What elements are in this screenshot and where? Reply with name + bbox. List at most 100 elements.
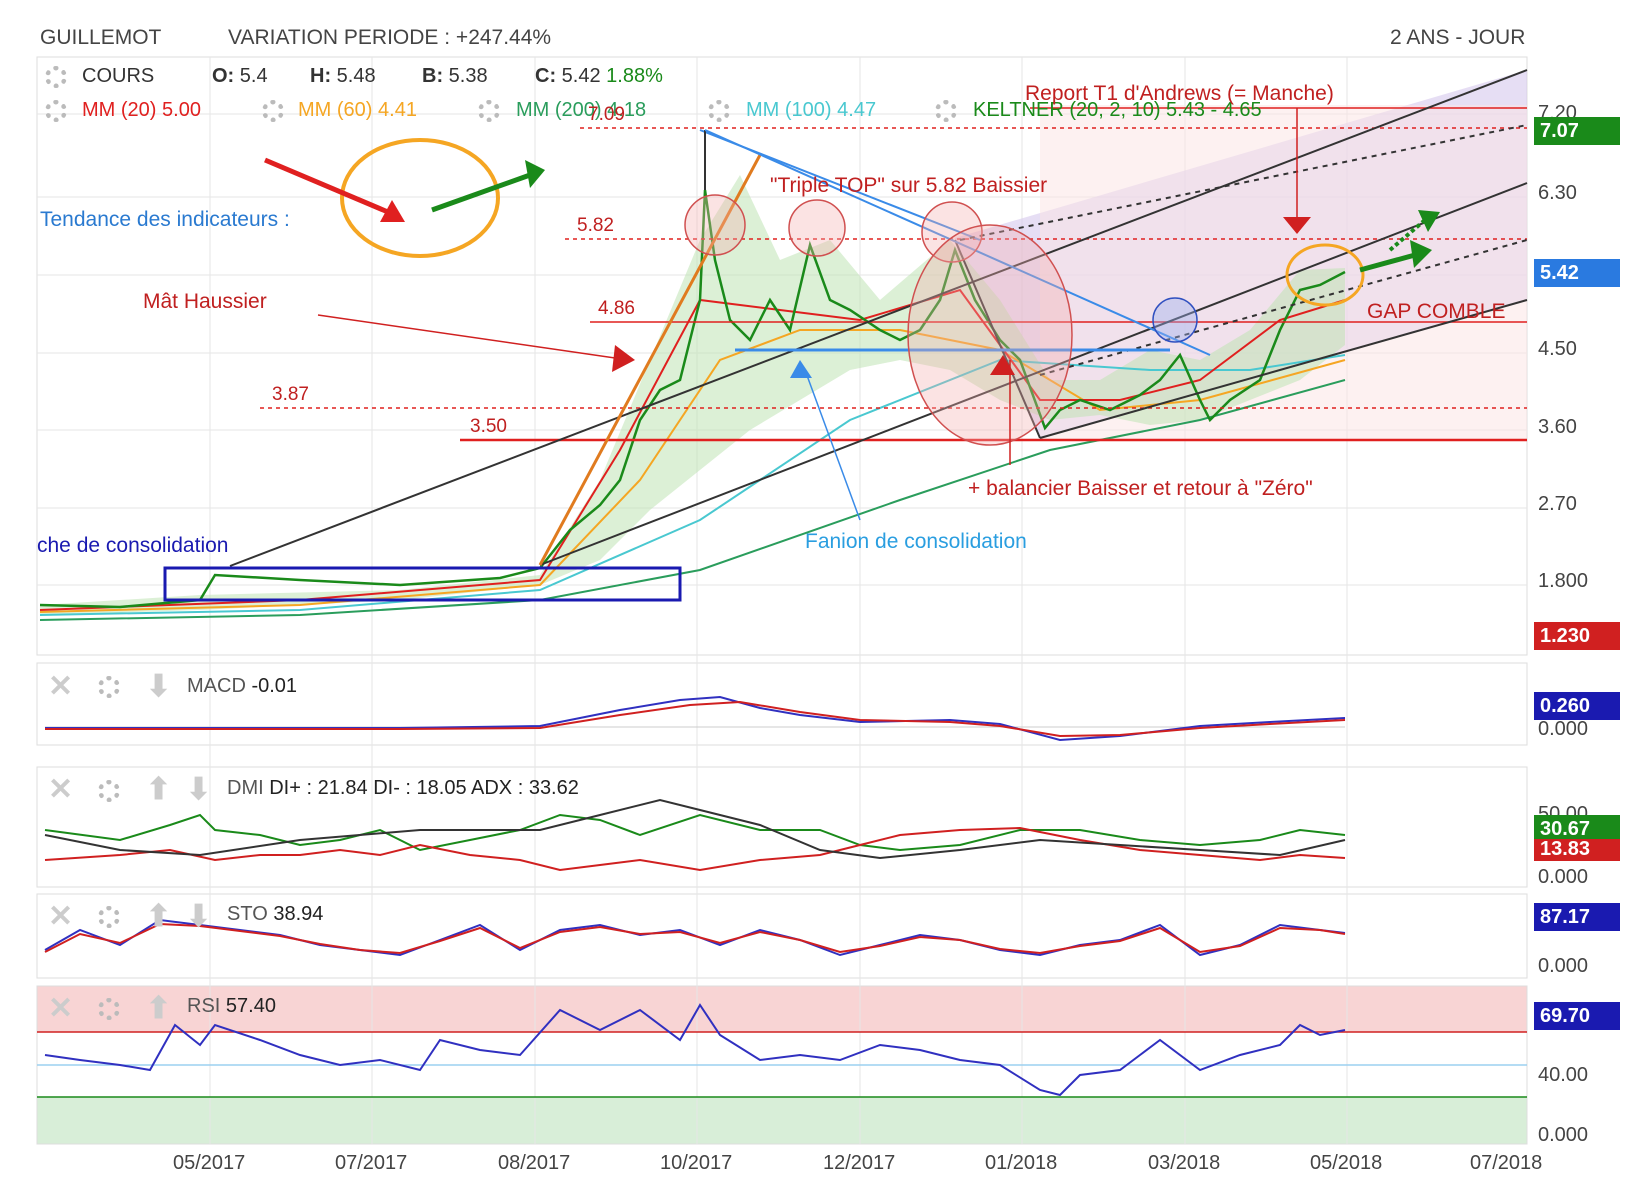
badge-top: 7.07 bbox=[1534, 117, 1620, 145]
rsi-overbought-zone bbox=[37, 986, 1527, 1032]
x-tick: 12/2017 bbox=[823, 1152, 896, 1174]
fanion-arrow bbox=[804, 369, 861, 521]
rsi-axis-bottom: 0.000 bbox=[1538, 1124, 1589, 1146]
mm60-line bbox=[39, 329, 1346, 613]
dmi-down-icon[interactable]: ⬇ bbox=[186, 773, 212, 806]
symbol-title: GUILLEMOT bbox=[40, 26, 162, 49]
mm100-gear-icon[interactable] bbox=[708, 100, 730, 122]
sto-gear-icon[interactable] bbox=[98, 906, 120, 928]
price-line bbox=[39, 189, 1346, 609]
mm100-label: MM (100) 4.47 bbox=[746, 99, 877, 121]
mm20-gear-icon[interactable] bbox=[45, 100, 67, 122]
macd-panel-frame bbox=[36, 662, 1528, 746]
sto-close-icon[interactable]: ✕ bbox=[48, 900, 74, 933]
mm20-label: MM (20) 5.00 bbox=[82, 99, 201, 121]
dmi-minus bbox=[44, 826, 1346, 872]
ohlc-open: O: 5.4 bbox=[212, 65, 268, 87]
trend-up-arrow bbox=[431, 172, 531, 213]
cours-gear-icon[interactable] bbox=[45, 66, 67, 88]
dmi-badge-red: 13.83 bbox=[1534, 839, 1620, 861]
x-tick: 07/2018 bbox=[1470, 1152, 1543, 1174]
dmi-axis-bottom: 0.000 bbox=[1538, 866, 1589, 888]
macd-label: MACD -0.01 bbox=[187, 675, 298, 697]
mm200-gear-icon[interactable] bbox=[478, 100, 500, 122]
y-tick: 4.50 bbox=[1538, 338, 1577, 360]
adx-line bbox=[44, 798, 1346, 860]
level-709: 7.09 bbox=[588, 104, 625, 125]
sto-d bbox=[44, 922, 1346, 955]
cours-label: COURS bbox=[82, 65, 155, 87]
triple-top-annotation: "Triple TOP" sur 5.82 Baissier bbox=[770, 174, 1048, 197]
dmi-gear-icon[interactable] bbox=[98, 780, 120, 802]
trend-circle bbox=[340, 138, 500, 258]
ohlc-low: B: 5.38 bbox=[422, 65, 488, 87]
rsi-oversold-zone bbox=[37, 1097, 1527, 1144]
dmi-panel-frame bbox=[36, 766, 1528, 888]
flag-top-line bbox=[704, 129, 1211, 356]
target-arrow-dotted bbox=[1388, 218, 1427, 252]
x-tick: 05/2018 bbox=[1310, 1152, 1383, 1174]
rsi-badge: 69.70 bbox=[1534, 1002, 1620, 1030]
x-tick: 05/2017 bbox=[173, 1152, 246, 1174]
rsi-up-icon[interactable]: ⬆ bbox=[146, 992, 172, 1025]
rsi-gear-icon[interactable] bbox=[98, 998, 120, 1020]
macd-gear-icon[interactable] bbox=[98, 676, 120, 698]
y-tick: 3.60 bbox=[1538, 416, 1577, 438]
consolidation-annotation: che de consolidation bbox=[37, 534, 229, 557]
rsi-line bbox=[44, 1003, 1346, 1097]
ohlc-high: H: 5.48 bbox=[310, 65, 376, 87]
variation-text: VARIATION PERIODE : +247.44% bbox=[228, 26, 552, 49]
y-tick: 2.70 bbox=[1538, 493, 1577, 515]
period-label[interactable]: 2 ANS - JOUR bbox=[1390, 26, 1526, 49]
level-lines bbox=[260, 107, 1527, 442]
dmi-up-icon[interactable]: ⬆ bbox=[146, 773, 172, 806]
mm200-label: MM (200) 4.18 bbox=[516, 99, 647, 121]
sto-up-icon[interactable]: ⬆ bbox=[146, 900, 172, 933]
macd-axis: 0.000 bbox=[1538, 718, 1589, 740]
mat-annotation: Mât Haussier bbox=[143, 290, 267, 313]
sto-down-icon[interactable]: ⬇ bbox=[186, 900, 212, 933]
x-tick: 01/2018 bbox=[985, 1152, 1058, 1174]
keltner-band bbox=[40, 175, 1345, 615]
sto-axis: 0.000 bbox=[1538, 955, 1589, 977]
x-tick: 08/2017 bbox=[498, 1152, 571, 1174]
keltner-gear-icon[interactable] bbox=[935, 100, 957, 122]
trend-down-arrow bbox=[264, 157, 396, 218]
mm200-line bbox=[39, 379, 1346, 621]
macd-close-icon[interactable]: ✕ bbox=[48, 670, 74, 703]
gap-circle bbox=[1285, 243, 1365, 307]
mm100-line bbox=[39, 354, 1346, 616]
sto-label: STO 38.94 bbox=[227, 903, 324, 925]
sto-panel-frame bbox=[36, 893, 1528, 979]
x-tick: 03/2018 bbox=[1148, 1152, 1221, 1174]
level-350: 3.50 bbox=[470, 416, 507, 437]
top-circles bbox=[684, 194, 1073, 446]
target-arrow bbox=[1359, 252, 1416, 273]
keltner-label: KELTNER (20, 2, 10) 5.43 - 4.65 bbox=[973, 99, 1262, 121]
macd-down-icon[interactable]: ⬇ bbox=[146, 670, 172, 703]
x-tick: 10/2017 bbox=[660, 1152, 733, 1174]
trend-annotation: Tendance des indicateurs : bbox=[40, 208, 290, 231]
consolidation-box bbox=[163, 566, 682, 602]
mast-line bbox=[538, 154, 762, 566]
badge-current: 5.42 bbox=[1534, 259, 1620, 287]
rsi-close-icon[interactable]: ✕ bbox=[48, 992, 74, 1025]
level-387: 3.87 bbox=[272, 384, 309, 405]
dmi-label: DMI DI+ : 21.84 DI- : 18.05 ADX : 33.62 bbox=[227, 777, 579, 799]
macd-signal bbox=[45, 700, 1346, 738]
channel-lines bbox=[229, 69, 1528, 567]
rsi-label: RSI 57.40 bbox=[187, 995, 276, 1017]
gap-annotation: GAP COMBLE bbox=[1367, 300, 1506, 323]
badge-bottom: 1.230 bbox=[1534, 622, 1620, 650]
report-annotation: Report T1 d'Andrews (= Manche) bbox=[1025, 82, 1334, 105]
fanion-annotation: Fanion de consolidation bbox=[805, 530, 1027, 553]
y-tick: 1.800 bbox=[1538, 570, 1589, 592]
mat-arrow bbox=[317, 314, 616, 359]
level-582: 5.82 bbox=[577, 215, 614, 236]
dmi-close-icon[interactable]: ✕ bbox=[48, 773, 74, 806]
dmi-plus bbox=[44, 813, 1346, 852]
macd-badge: 0.260 bbox=[1534, 692, 1620, 720]
mm60-gear-icon[interactable] bbox=[262, 100, 284, 122]
mm20-line bbox=[39, 288, 1346, 611]
